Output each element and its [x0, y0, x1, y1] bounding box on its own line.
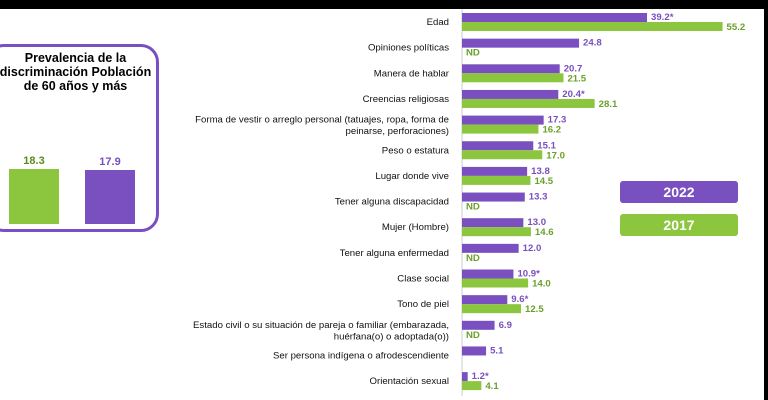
value-label-2017: ND: [466, 202, 480, 213]
right-border: [764, 0, 768, 400]
legend-2017: 2017: [620, 214, 738, 236]
legend-2022: 2022: [620, 181, 738, 203]
prevalence-value-2017: 17.9: [99, 156, 121, 169]
value-label-2022: 13.3: [529, 192, 548, 203]
value-label-2017: 16.2: [542, 125, 561, 136]
value-label-2017: 4.1: [485, 381, 499, 392]
bar-2022: [462, 89, 559, 99]
bar-2017: [462, 278, 529, 288]
category-label: Creencias religiosas: [363, 94, 450, 105]
bar-2022: [462, 243, 519, 253]
category-label: Clase social: [397, 274, 449, 285]
bar-2022: [462, 372, 468, 382]
bar-2022: [462, 346, 487, 356]
bar-2022: [462, 269, 514, 279]
category-label: Lugar donde vive: [375, 171, 449, 182]
bar-2017: [462, 73, 564, 83]
value-label-2017: 12.5: [525, 304, 544, 315]
value-label-2017: 14.0: [532, 279, 551, 290]
value-label-2017: 21.5: [567, 73, 586, 84]
value-label-2022: 10.9*: [517, 269, 540, 280]
prevalence-bar-2022: [9, 169, 59, 224]
bar-2017: [462, 22, 723, 31]
category-label: Manera de hablar: [374, 68, 450, 79]
bar-2022: [462, 218, 524, 228]
value-label-2022: 13.8: [531, 166, 550, 177]
category-label: Forma de vestir o arreglo personal (tatu…: [195, 115, 449, 138]
category-label: Tono de piel: [397, 299, 449, 310]
category-label: Estado civil o su situación de pareja o …: [193, 320, 449, 343]
value-label-2022: 5.1: [490, 345, 504, 356]
value-label-2022: 20.4*: [562, 89, 585, 100]
value-label-2022: 12.0: [523, 243, 542, 254]
value-label-2017: 55.2: [727, 22, 746, 33]
value-label-2022: 13.0: [527, 217, 546, 228]
bar-2017: [462, 304, 521, 314]
value-label-2022: 9.6*: [511, 294, 528, 305]
value-label-2022: 39.2*: [651, 12, 674, 23]
bar-2017: [462, 227, 531, 237]
bar-2022: [462, 64, 560, 74]
bar-2022: [462, 295, 508, 305]
value-label-2017: 14.5: [534, 176, 553, 187]
category-label: Tener alguna enfermedad: [340, 248, 449, 259]
value-label-2022: 6.9: [499, 320, 512, 331]
category-label: Mujer (Hombre): [382, 222, 449, 233]
bar-2022: [462, 13, 648, 22]
bar-2017: [462, 150, 543, 160]
bar-2017: [462, 381, 482, 391]
prevalence-title: Prevalencia de la discriminación Poblaci…: [0, 51, 152, 93]
category-label: Edad: [427, 17, 449, 28]
category-label: Orientación sexual: [370, 376, 449, 387]
category-label: Opiniones políticas: [368, 43, 449, 54]
bar-2022: [462, 141, 534, 151]
bar-2017: [462, 124, 539, 134]
top-border: [0, 0, 768, 9]
value-label-2017: ND: [466, 48, 480, 59]
bar-2022: [462, 166, 528, 176]
category-label: Tener alguna discapacidad: [335, 197, 449, 208]
value-label-2022: 15.1: [537, 140, 556, 151]
value-label-2017: 17.0: [546, 150, 565, 161]
value-label-2017: ND: [466, 330, 480, 341]
prevalence-value-2022: 18.3: [23, 155, 45, 167]
category-label: Ser persona indígena o afrodescendiente: [273, 350, 449, 361]
prevalence-bar-2017: [85, 170, 135, 224]
prevalence-panel: Prevalencia de la discriminación Poblaci…: [0, 44, 159, 232]
bar-2017: [462, 175, 531, 185]
value-label-2022: 20.7: [564, 63, 583, 74]
category-label: Peso o estatura: [382, 145, 450, 156]
value-label-2017: ND: [466, 253, 480, 264]
bar-2017: [462, 98, 595, 108]
bar-2022: [462, 115, 544, 125]
bar-2022: [462, 320, 495, 330]
value-label-2017: 28.1: [599, 99, 618, 110]
value-label-2017: 14.6: [535, 227, 554, 238]
value-label-2022: 24.8: [583, 38, 602, 49]
value-label-2022: 17.3: [548, 115, 567, 126]
value-label-2022: 1.2*: [472, 371, 489, 382]
bar-2022: [462, 192, 525, 202]
bar-2022: [462, 38, 580, 48]
